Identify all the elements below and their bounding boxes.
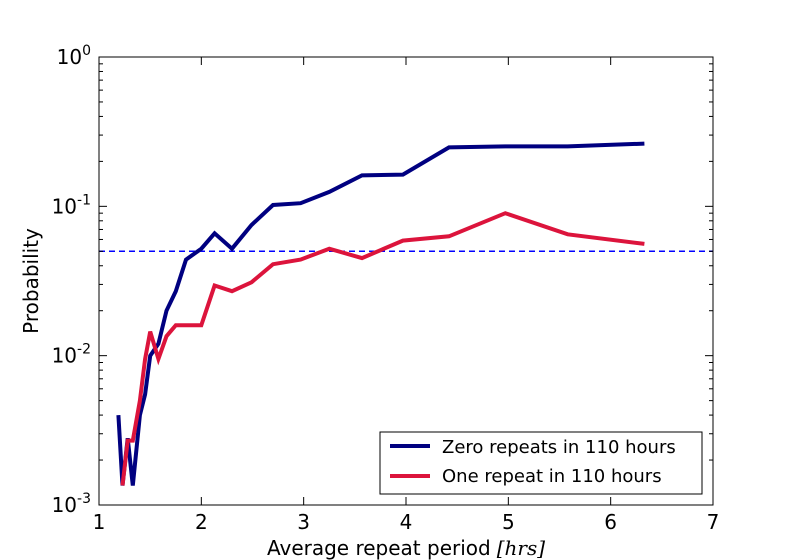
ticks-layer	[98, 56, 714, 506]
x-tick-label: 1	[93, 510, 106, 534]
x-axis-label-text: Average repeat period	[267, 536, 491, 560]
y-tick-label: 10-3	[52, 491, 91, 517]
y-tick-exponent: -1	[77, 192, 91, 208]
x-tick-label: 6	[604, 510, 617, 534]
y-tick-base: 10	[52, 194, 77, 218]
y-tick-exponent: -2	[77, 342, 91, 358]
y-tick-base: 10	[57, 45, 82, 69]
y-tick-label: 100	[57, 43, 91, 69]
x-axis-label-unit: [hrs]	[497, 536, 546, 560]
y-axis-label: Probability	[19, 228, 43, 334]
x-tick-label: 4	[400, 510, 413, 534]
legend-label-one-repeat: One repeat in 110 hours	[442, 466, 662, 487]
x-tick-label: 5	[502, 510, 515, 534]
legend-box	[379, 431, 703, 495]
x-tick-label: 2	[195, 510, 208, 534]
series-layer	[116, 141, 645, 486]
y-tick-label: 10-2	[52, 342, 91, 368]
x-tick-labels: 1 2 3 4 5 6 7	[93, 510, 720, 534]
plot-background	[99, 57, 713, 505]
series-line-0	[116, 141, 645, 486]
x-tick-label: 7	[707, 510, 720, 534]
x-tick-label: 3	[297, 510, 310, 534]
x-axis-label: Average repeat period [hrs]	[267, 536, 545, 560]
y-tick-exponent: 0	[82, 43, 91, 59]
y-tick-exponent: -3	[77, 491, 91, 507]
series-line-1	[120, 211, 645, 486]
legend-label-zero-repeats: Zero repeats in 110 hours	[442, 437, 676, 458]
y-tick-label: 10-1	[52, 192, 91, 218]
y-tick-base: 10	[52, 493, 77, 517]
y-tick-base: 10	[52, 344, 77, 368]
legend: Zero repeats in 110 hours One repeat in …	[379, 431, 703, 495]
